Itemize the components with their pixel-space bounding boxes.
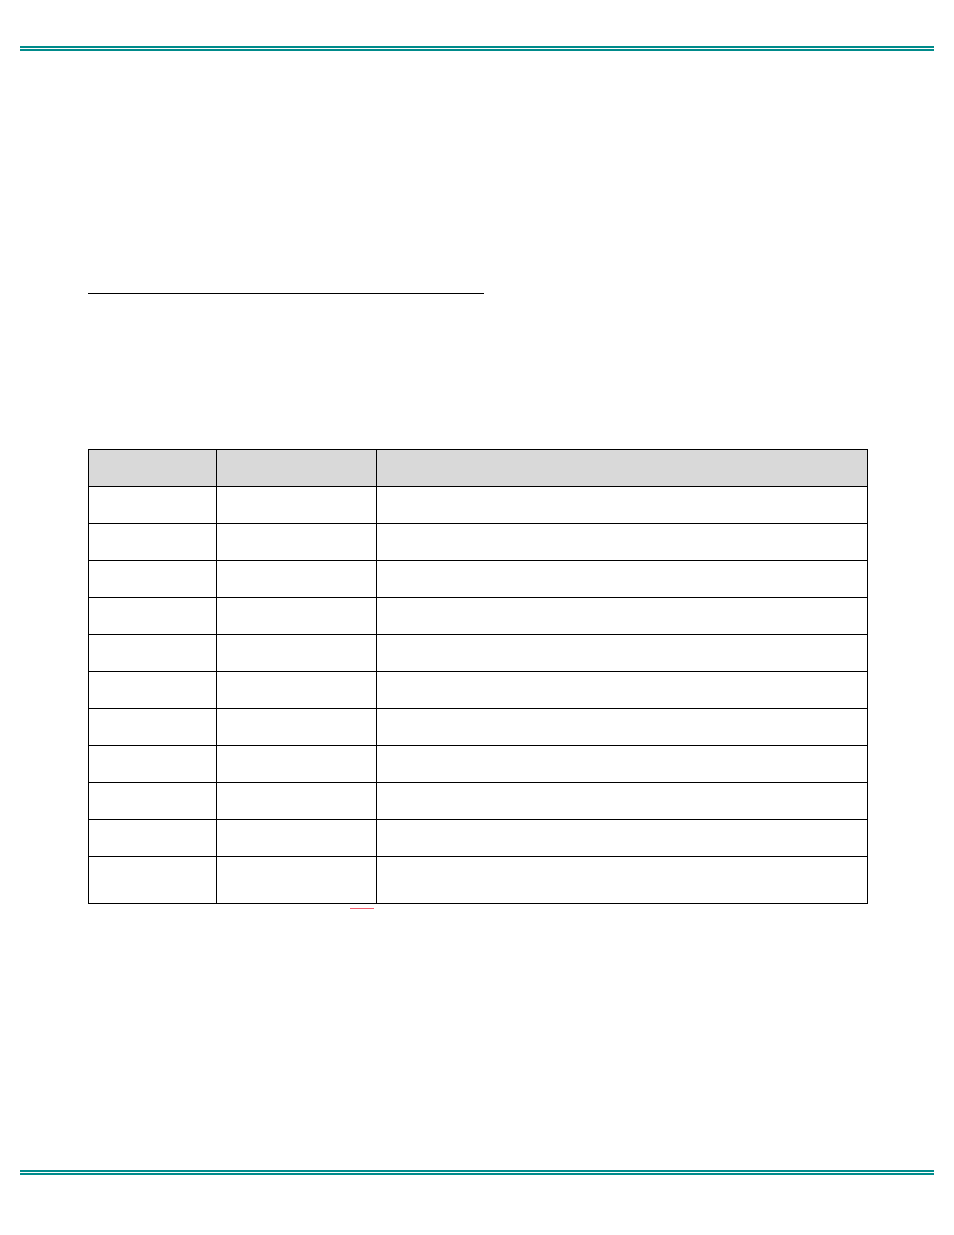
- table-cell: [377, 783, 868, 820]
- table-cell: [217, 783, 377, 820]
- table-cell: [217, 709, 377, 746]
- table-cell: [377, 672, 868, 709]
- table-cell: [217, 524, 377, 561]
- table-cell: [377, 598, 868, 635]
- heading-underline: [88, 293, 484, 294]
- table-row: [89, 672, 868, 709]
- table-cell: [89, 672, 217, 709]
- table-cell: [89, 857, 217, 904]
- table-cell: [89, 746, 217, 783]
- annotation-dash: [350, 908, 374, 909]
- table-row: [89, 746, 868, 783]
- table-cell: [217, 820, 377, 857]
- table-cell: [89, 524, 217, 561]
- table-row: [89, 524, 868, 561]
- table-cell: [377, 709, 868, 746]
- table-row: [89, 709, 868, 746]
- table-row: [89, 820, 868, 857]
- table-cell: [217, 672, 377, 709]
- table-row: [89, 561, 868, 598]
- table-row: [89, 487, 868, 524]
- table-cell: [377, 561, 868, 598]
- table-header-cell: [217, 450, 377, 487]
- table-row: [89, 598, 868, 635]
- table-cell: [89, 487, 217, 524]
- table-header-cell: [377, 450, 868, 487]
- page-top-rule: [20, 46, 934, 51]
- table-header-row: [89, 450, 868, 487]
- table-row: [89, 635, 868, 672]
- table-row: [89, 783, 868, 820]
- table-cell: [377, 487, 868, 524]
- table-cell: [89, 598, 217, 635]
- table-cell: [217, 487, 377, 524]
- table-cell: [377, 820, 868, 857]
- table-header-cell: [89, 450, 217, 487]
- table-cell: [217, 746, 377, 783]
- table-cell: [377, 857, 868, 904]
- table-cell: [89, 635, 217, 672]
- table-cell: [377, 635, 868, 672]
- table-cell: [89, 709, 217, 746]
- table-cell: [217, 598, 377, 635]
- table-cell: [217, 635, 377, 672]
- table-cell: [377, 524, 868, 561]
- page-bottom-rule: [20, 1170, 934, 1175]
- table-cell: [217, 857, 377, 904]
- table-cell: [89, 561, 217, 598]
- table-cell: [89, 783, 217, 820]
- table-cell: [377, 746, 868, 783]
- table-cell: [217, 561, 377, 598]
- table-cell: [89, 820, 217, 857]
- table-row: [89, 857, 868, 904]
- data-table: [88, 449, 868, 904]
